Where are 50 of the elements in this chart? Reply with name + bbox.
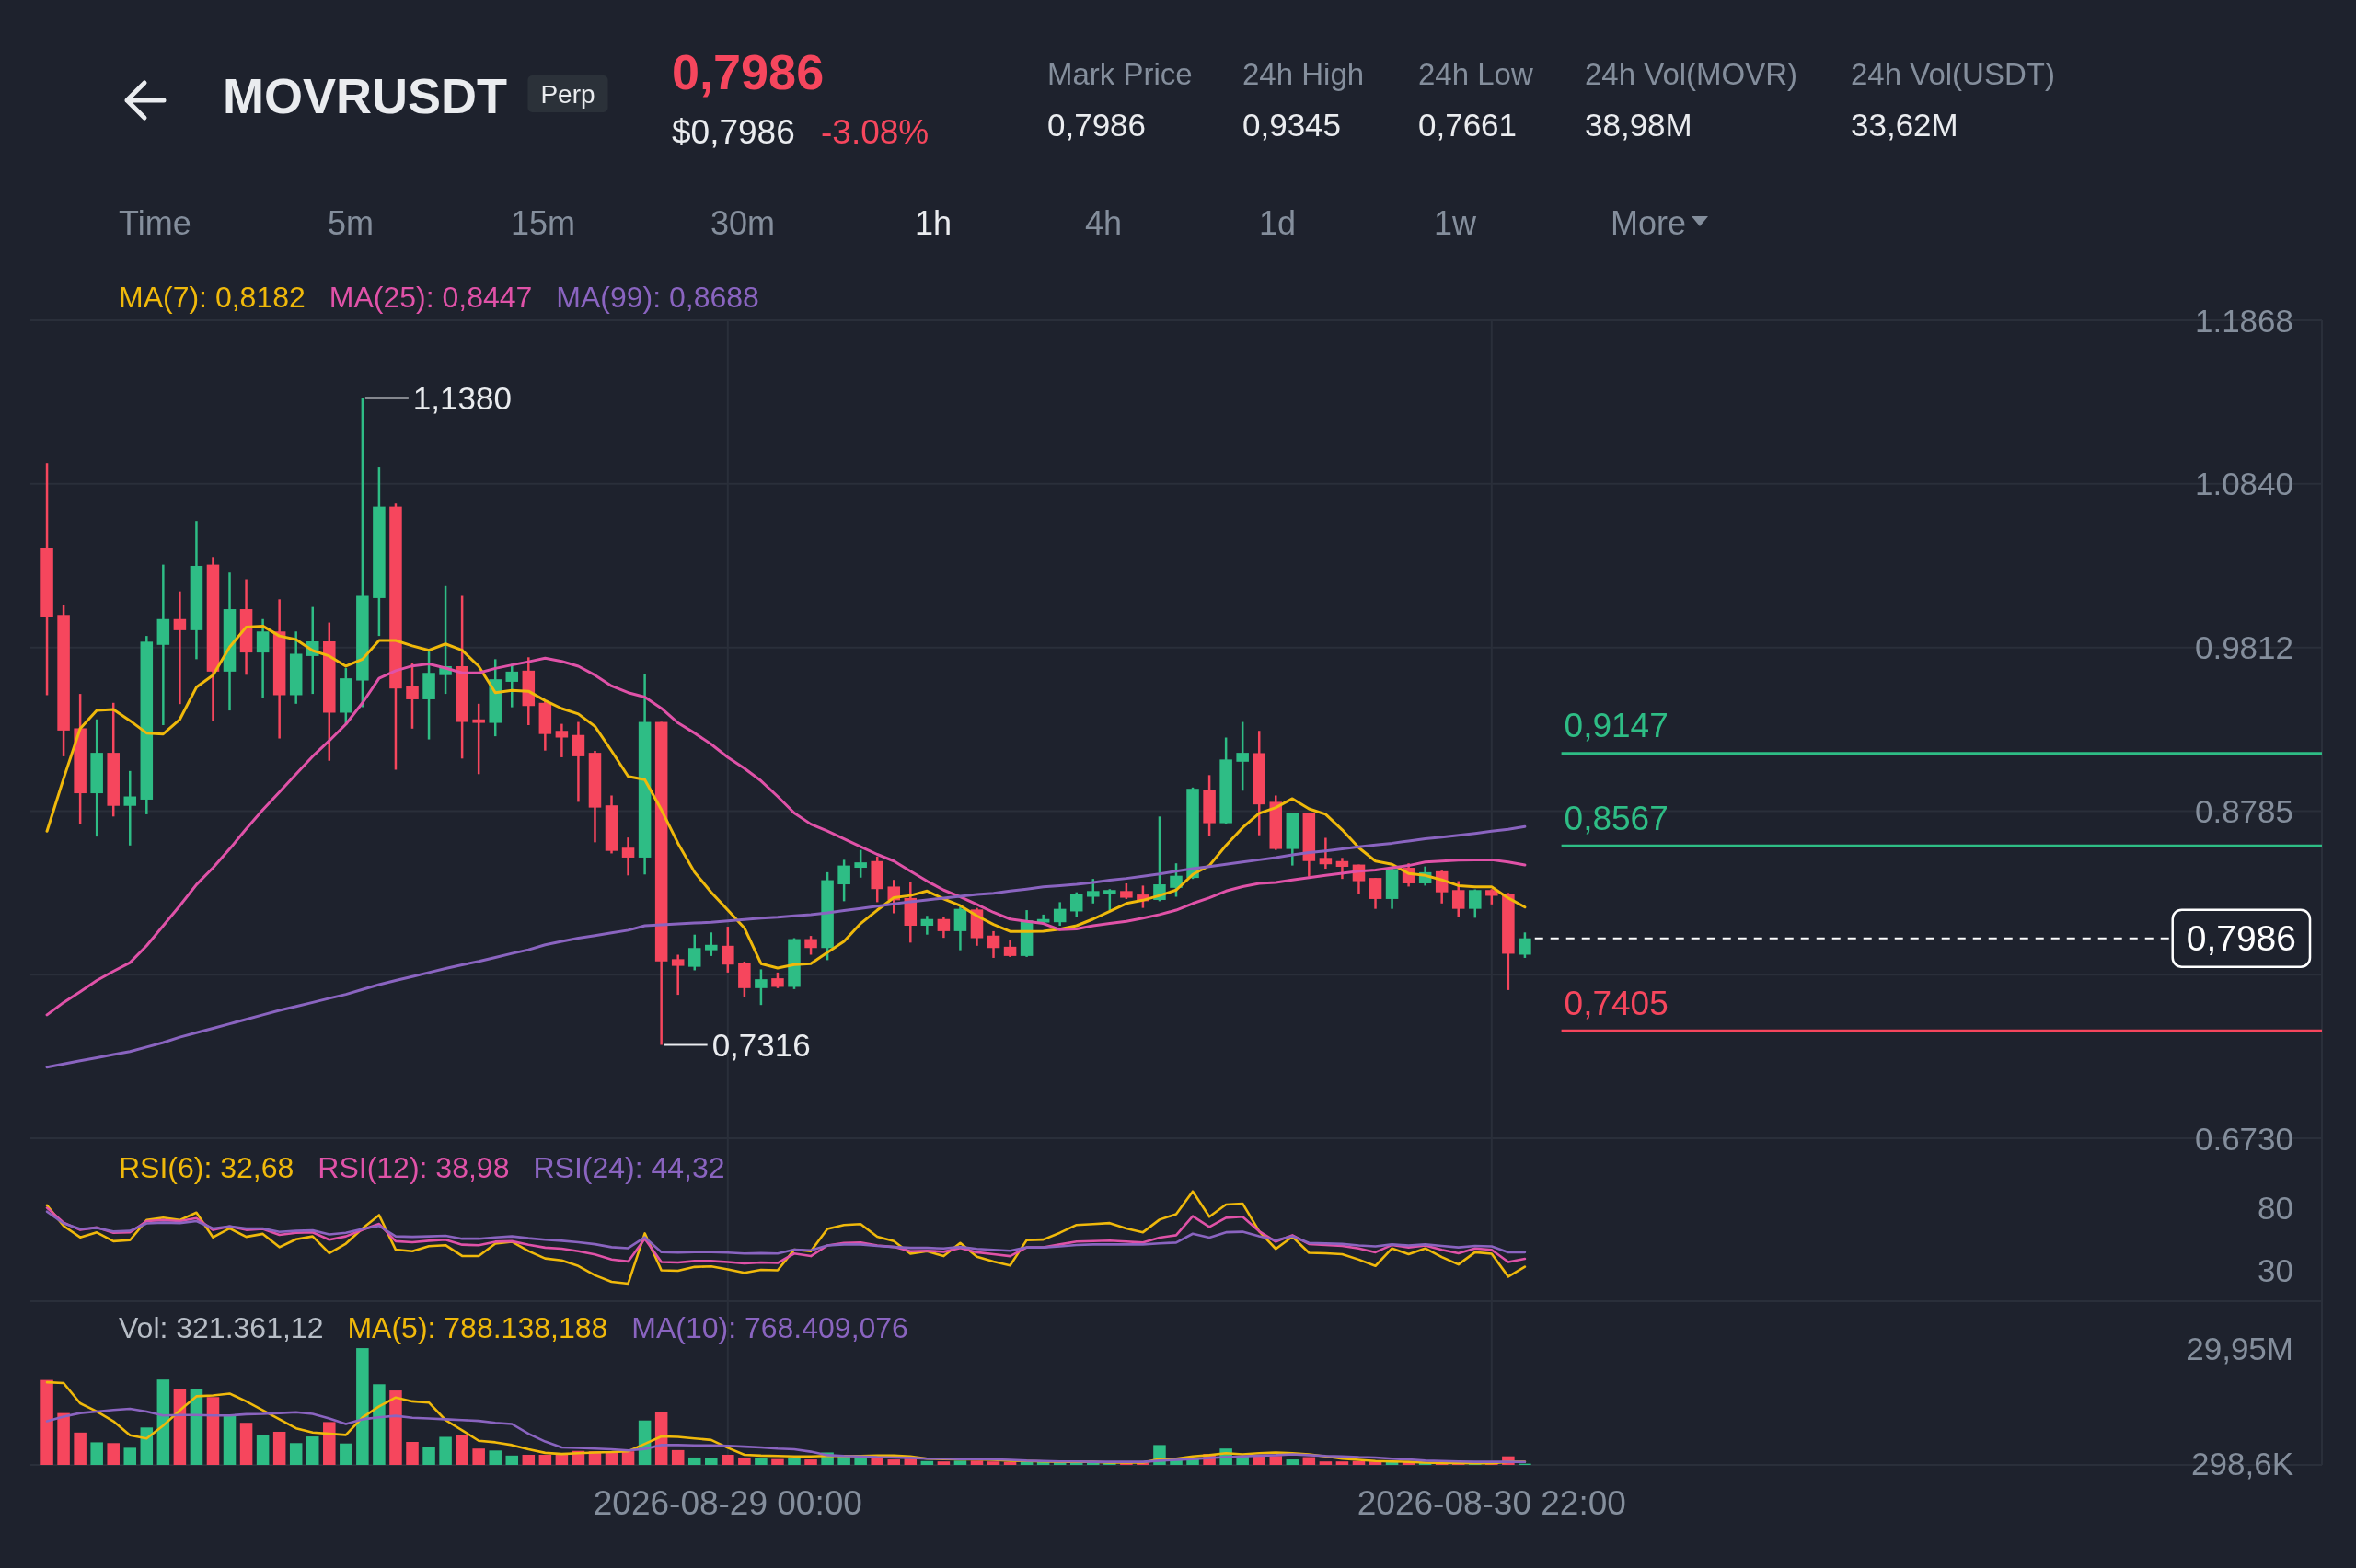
y-tick-label: 1.0840 (2194, 466, 2293, 502)
text: 5m (328, 203, 375, 242)
text: 24h Vol(MOVR) (1585, 56, 1798, 91)
series-label: RSI(12): 38,98 (318, 1151, 510, 1184)
text: 0,9345 (1242, 106, 1342, 143)
y-tick-label: 0.6730 (2194, 1120, 2293, 1157)
text: 38,98M (1585, 106, 1692, 143)
x-tick-label: 2026-08-30 22:00 (1357, 1483, 1626, 1522)
series-label: Vol: 321.361,12 (119, 1311, 324, 1344)
text: More (1611, 203, 1687, 242)
text: 4h (1085, 203, 1123, 242)
ref-line-label: 0,7986 (2186, 918, 2297, 959)
y-tick-label: 298,6K (2191, 1446, 2293, 1482)
text: -3.08% (821, 112, 930, 151)
text: Time (119, 203, 191, 242)
y-tick-label: 0.8785 (2194, 792, 2293, 829)
text: 0,7986 (672, 44, 825, 99)
text: MA(25): 0,8447 (329, 281, 533, 314)
y-tick-label: 1.1868 (2194, 302, 2293, 339)
text: Mark Price (1047, 56, 1193, 91)
text: MA(5): 788.138,188 (347, 1311, 608, 1344)
annotation: 1,1380 (412, 379, 512, 416)
text: 15m (511, 203, 576, 242)
text: MOVRUSDT (223, 68, 508, 123)
text: Perp (540, 79, 595, 109)
text: 24h Vol(USDT) (1851, 56, 2055, 91)
series-label: RSI(6): 32,68 (119, 1151, 294, 1184)
text: 0,7986 (1047, 106, 1147, 143)
text: $0,7986 (672, 112, 795, 151)
text: 1d (1259, 203, 1297, 242)
y-tick-label: 80 (2258, 1190, 2293, 1227)
text: 24h High (1242, 56, 1365, 91)
ref-line-label: 0,7405 (1564, 984, 1669, 1022)
text: 24h Low (1418, 56, 1533, 91)
y-tick-label: 0.9812 (2194, 629, 2293, 666)
text: MA(10): 768.409,076 (631, 1311, 908, 1344)
text: 1w (1434, 203, 1478, 242)
text: 33,62M (1851, 106, 1958, 143)
y-tick-label: 30 (2258, 1251, 2293, 1288)
text: MA(99): 0,8688 (556, 281, 759, 314)
text: 1h (915, 203, 953, 242)
text: 30m (710, 203, 776, 242)
text: 0,7661 (1418, 106, 1518, 143)
annotation: 0,7316 (711, 1027, 811, 1064)
x-tick-label: 2026-08-29 00:00 (593, 1483, 862, 1522)
ref-line-label: 0,9147 (1564, 707, 1669, 745)
series-label: RSI(24): 44,32 (533, 1151, 725, 1184)
y-tick-label: 29,95M (2186, 1330, 2293, 1366)
ref-line-label: 0,8567 (1564, 799, 1669, 837)
text: MA(7): 0,8182 (119, 281, 306, 314)
